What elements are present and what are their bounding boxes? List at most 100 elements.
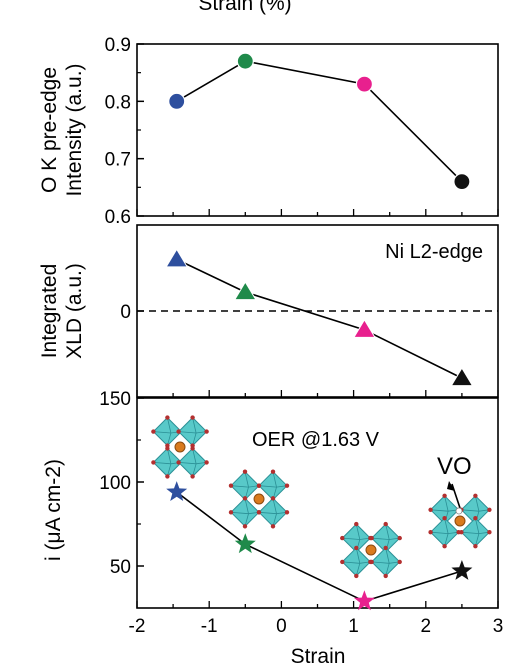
oxygen-atom (473, 493, 478, 498)
oxygen-atom (270, 469, 276, 474)
data-point-circle (355, 75, 374, 93)
series-line (176, 491, 463, 603)
oxygen-atom (190, 415, 195, 420)
oxygen-atom (354, 545, 359, 551)
octahedron-edge (371, 537, 400, 540)
oxygen-atom (165, 446, 170, 451)
vo-label: VO (437, 453, 472, 480)
octahedron-edge (342, 561, 371, 564)
oxygen-atom (473, 516, 478, 521)
oxygen-atom (151, 429, 156, 434)
oxygen-atom (428, 507, 433, 512)
data-point-star (451, 560, 473, 580)
oxygen-atom (190, 446, 195, 451)
oxygen-atom (204, 429, 209, 434)
octahedron-edge (461, 531, 490, 535)
x-tick-label: 2 (421, 616, 432, 637)
x-tick-label: 0 (276, 616, 287, 637)
oxygen-atom (340, 559, 345, 565)
panel-2-plot: 0 (120, 248, 499, 397)
oxygen-atom (256, 510, 262, 515)
vo-arrow (451, 483, 461, 509)
octahedron-edge (178, 462, 207, 465)
panel-1-frame (136, 43, 499, 217)
x-axis-title: Strain (291, 645, 346, 668)
central-atom (454, 515, 466, 527)
data-point-triangle (165, 248, 189, 268)
oxygen-atom (165, 415, 170, 420)
series-line (176, 60, 463, 183)
oxygen-atom (442, 516, 447, 521)
oxygen-atom (284, 483, 290, 488)
data-point-triangle (233, 281, 257, 301)
series-line (176, 258, 463, 379)
ni-edge-annotation: Ni L2-edge (385, 241, 483, 263)
oxygen-atom (242, 524, 248, 529)
oxygen-atom (228, 483, 234, 488)
oxygen-atom (284, 510, 290, 515)
oxygen-atom (383, 521, 388, 527)
oxygen-atom (397, 559, 402, 565)
panel-1-plot: 0.6 0.7 0.8 0.9 (105, 35, 499, 228)
x-tick-label: 3 (493, 616, 504, 637)
oxygen-atom (383, 545, 388, 551)
oer-annotation: OER @1.63 V (252, 429, 380, 451)
y-tick-label: 0.8 (105, 92, 131, 113)
oxygen-atom (442, 493, 447, 498)
oxygen-atom (340, 535, 345, 541)
octahedron-edge (430, 509, 459, 512)
x-tick-label: -2 (129, 616, 146, 637)
y-tick-label: 0.7 (105, 150, 131, 171)
octahedra-illustrations (151, 415, 492, 579)
y-tick-label: 150 (99, 389, 131, 410)
oxygen-atom (397, 535, 402, 541)
y-tick-label: 0 (120, 302, 131, 323)
oxygen-vacancy (455, 507, 463, 515)
oxygen-atom (151, 460, 156, 465)
oxygen-atom (176, 429, 181, 434)
panel-3-ylabel: i (μA cm-2) (42, 459, 65, 561)
central-atom (253, 493, 265, 505)
y-tick-label: 100 (99, 473, 131, 494)
data-point-star (234, 533, 256, 554)
oxygen-atom (442, 544, 447, 549)
data-point-star (354, 590, 375, 611)
oxygen-atom (354, 573, 359, 579)
y-tick-label: 50 (110, 557, 131, 578)
octahedron-edge (178, 431, 207, 434)
octahedron-edge (258, 511, 288, 515)
oxygen-atom (487, 530, 492, 535)
data-point-star (166, 481, 188, 501)
oxygen-atom (369, 559, 374, 565)
octahedron-edge (258, 485, 288, 488)
oxygen-atom (270, 524, 276, 529)
oxygen-atom (165, 474, 170, 479)
data-point-triangle (353, 318, 376, 338)
y-tick-label: 0.6 (105, 207, 131, 228)
top-axis-label: Strain (%) (198, 0, 291, 15)
oxygen-atom (256, 483, 262, 488)
data-point-circle (168, 92, 186, 110)
oxygen-atom (270, 496, 276, 501)
central-atom (365, 544, 377, 556)
oxygen-atom (242, 469, 248, 474)
data-point-circle (453, 173, 471, 191)
panel-2-ylabel-line2: XLD (a.u.) (63, 263, 86, 359)
oxygen-atom (459, 530, 464, 535)
oxygen-atom (487, 507, 492, 512)
vo-arrow-head (447, 481, 455, 491)
oxygen-atom (473, 544, 478, 549)
octahedron-edge (230, 511, 260, 515)
y-tick-label: 0.9 (105, 35, 131, 56)
octahedron-edge (371, 561, 400, 564)
oxygen-atom (369, 535, 374, 541)
oxygen-atom (242, 496, 248, 501)
oxygen-atom (204, 460, 209, 465)
oxygen-atom (228, 510, 234, 515)
octahedron-edge (461, 509, 490, 512)
data-point-circle (236, 52, 254, 70)
oxygen-atom (354, 521, 359, 527)
panel-2-ylabel-line1: Integrated (38, 264, 61, 359)
panel-1-ylabel-line1: O K pre-edge (38, 67, 61, 193)
